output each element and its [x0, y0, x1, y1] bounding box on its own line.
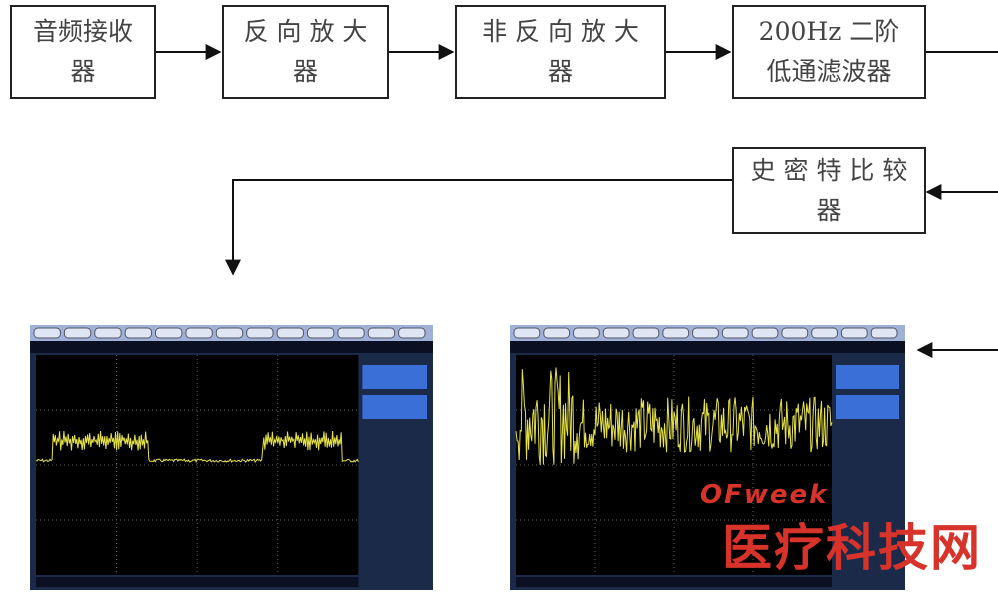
- scope-button: [399, 328, 425, 338]
- node-label: 史 密 特 比 较: [751, 151, 908, 191]
- node-box: 音频接收器: [10, 5, 156, 99]
- scope-button: [247, 328, 273, 338]
- scope-button: [871, 328, 897, 338]
- page: 音频接收器 反 向 放 大器 非 反 向 放 大器 200Hz 二阶低通滤波器 …: [0, 0, 998, 597]
- node-label: 反 向 放 大: [244, 12, 368, 52]
- node-label: 器: [70, 52, 95, 92]
- scope-button: [186, 328, 212, 338]
- scope-button: [603, 328, 629, 338]
- scope-button: [841, 328, 867, 338]
- scope-button: [64, 328, 90, 338]
- node-label: 200Hz 二阶: [759, 12, 900, 52]
- scope-side-panel: [836, 365, 899, 389]
- scope-button: [514, 328, 540, 338]
- scope-side-panel: [362, 395, 427, 419]
- scope-button: [722, 328, 748, 338]
- scope-side-panel: [362, 365, 427, 389]
- node-label: 器: [293, 52, 318, 92]
- scope-button: [633, 328, 659, 338]
- scope-button: [812, 328, 838, 338]
- node-label: 音频接收: [33, 12, 133, 52]
- node-label: 器: [548, 52, 573, 92]
- scope-button: [663, 328, 689, 338]
- node-box: 史 密 特 比 较器: [732, 147, 926, 234]
- scope-status: [510, 341, 905, 353]
- scope-status: [30, 341, 433, 353]
- scope-side-panel: [836, 395, 899, 419]
- arrow: [233, 180, 732, 274]
- scope-button: [338, 328, 364, 338]
- node-label: 器: [816, 191, 841, 231]
- node-label: 非 反 向 放 大: [482, 12, 639, 52]
- scope-button: [782, 328, 808, 338]
- node-box: 反 向 放 大器: [222, 5, 389, 99]
- node-box: 200Hz 二阶低通滤波器: [732, 5, 926, 99]
- watermark-site: 医疗科技网: [722, 508, 982, 580]
- scope-button: [95, 328, 121, 338]
- scope-button: [693, 328, 719, 338]
- node-label: 低通滤波器: [766, 52, 891, 92]
- scope-button: [307, 328, 333, 338]
- scope-button: [544, 328, 570, 338]
- scope-button: [277, 328, 303, 338]
- scope-button: [125, 328, 151, 338]
- scope-button: [216, 328, 242, 338]
- scope-button: [34, 328, 60, 338]
- node-box: 非 反 向 放 大器: [455, 5, 666, 99]
- watermark-brand: OFweek: [700, 480, 828, 510]
- scope-button: [752, 328, 778, 338]
- scope-button: [368, 328, 394, 338]
- scope-footer: [36, 577, 358, 587]
- scope-button: [156, 328, 182, 338]
- scope-button: [574, 328, 600, 338]
